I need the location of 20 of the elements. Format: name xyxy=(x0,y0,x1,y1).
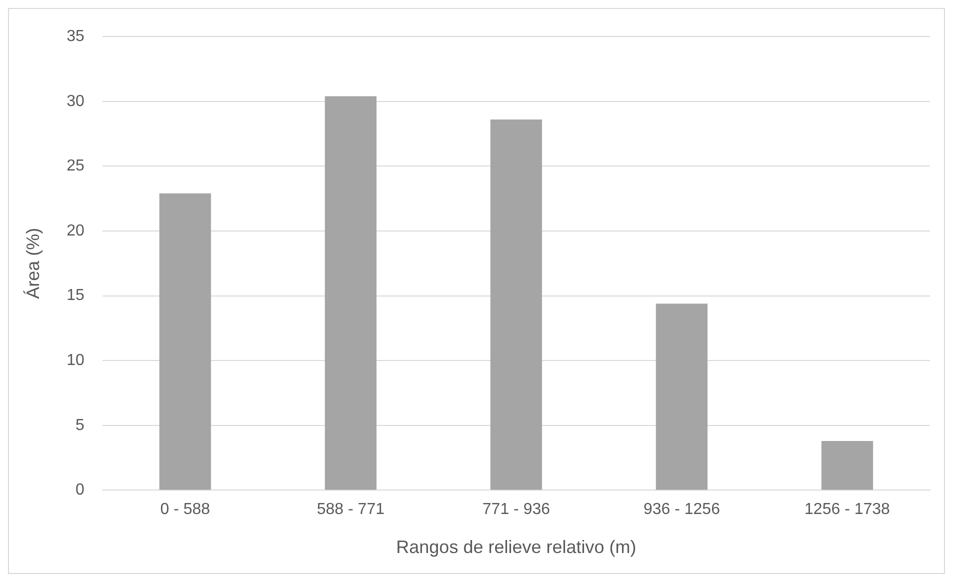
x-tick-label: 1256 - 1738 xyxy=(804,501,890,518)
x-tick-label: 0 - 588 xyxy=(160,501,210,518)
y-tick-label: 20 xyxy=(66,222,84,240)
bar xyxy=(324,96,376,490)
x-tick-label: 771 - 936 xyxy=(482,501,550,518)
bar xyxy=(159,193,211,490)
y-tick-label: 10 xyxy=(66,352,84,370)
y-axis-title: Área (%) xyxy=(22,228,43,299)
x-tick-label: 588 - 771 xyxy=(316,501,385,518)
x-axis-title: Rangos de relieve relativo (m) xyxy=(396,537,636,558)
y-tick-label: 15 xyxy=(66,287,84,304)
y-tick-label: 25 xyxy=(66,158,84,175)
y-tick-label: 30 xyxy=(66,92,84,110)
x-tick-label: 936 - 1256 xyxy=(643,501,720,518)
y-tick-label: 5 xyxy=(75,416,84,434)
bar xyxy=(656,304,708,490)
y-tick-label: 0 xyxy=(75,482,84,499)
bar xyxy=(821,440,874,490)
y-tick-label: 35 xyxy=(66,28,84,46)
bar xyxy=(490,120,542,490)
